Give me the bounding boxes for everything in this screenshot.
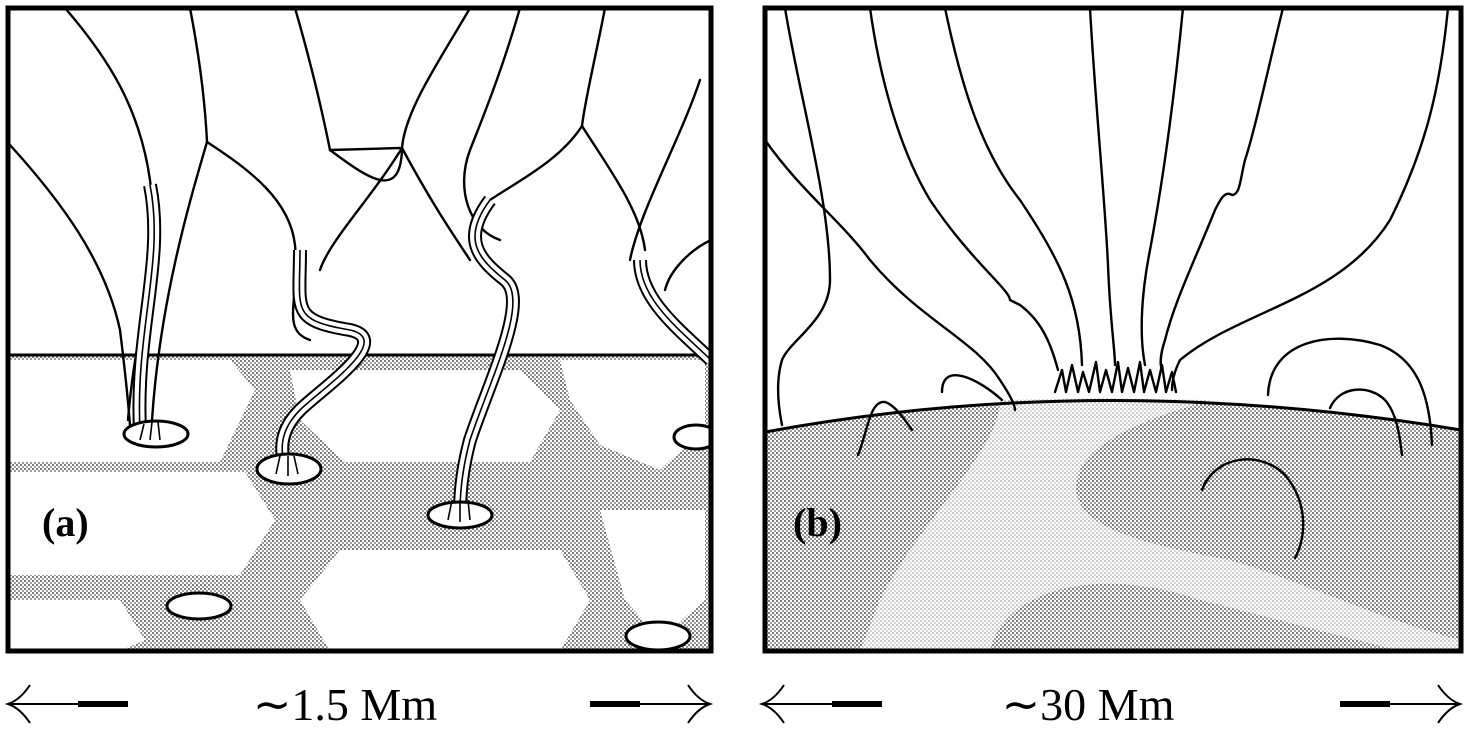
footpoint-strands (139, 421, 471, 522)
closed-loops (856, 337, 1434, 560)
panel-a-frame (5, 5, 714, 654)
footpoint-4 (165, 591, 233, 621)
flux-tube-2 (275, 249, 371, 468)
footpoint-5 (672, 423, 711, 451)
network-lane (860, 398, 1461, 651)
coronal-field-lines (765, 8, 1450, 427)
panel-a-label: (a) (42, 500, 89, 545)
flux-tube-4 (633, 259, 711, 366)
panel-b-label: (b) (793, 500, 842, 545)
right-arrow-icon (1340, 684, 1464, 724)
left-arrow-icon (4, 684, 128, 724)
panel-a: (a) (8, 8, 711, 651)
footpoint-1 (122, 419, 190, 449)
scale-bar-b: ∼30 Mm (758, 679, 1464, 730)
spicule-forest (1053, 360, 1178, 394)
footpoint-2 (255, 452, 323, 486)
panel-b: (b) (765, 8, 1461, 651)
flux-tubes (132, 183, 711, 513)
flux-tube-3 (453, 195, 520, 513)
left-arrow-icon (758, 684, 882, 724)
scale-label-b: ∼30 Mm (1002, 679, 1175, 730)
footpoint-6 (624, 620, 692, 651)
canopy-boundaries (8, 8, 711, 427)
solar-limb (765, 399, 1461, 434)
flux-tube-1 (132, 183, 162, 431)
panel-b-frame (762, 5, 1464, 654)
scale-label-a: ∼1.5 Mm (253, 679, 437, 730)
right-arrow-icon (590, 684, 714, 724)
scale-bar-a: ∼1.5 Mm (4, 679, 714, 730)
